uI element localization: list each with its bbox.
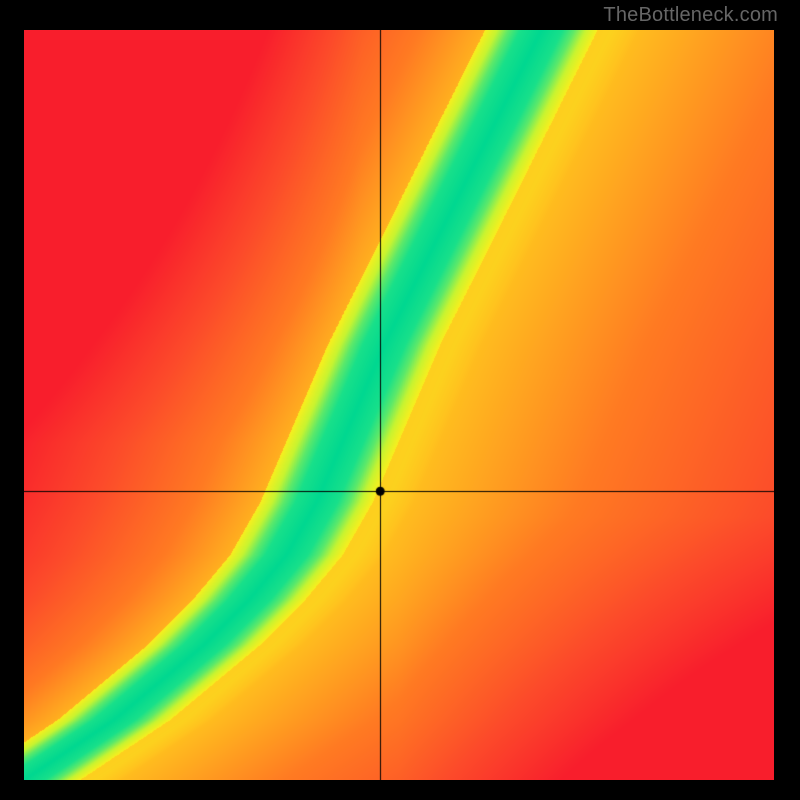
watermark-text: TheBottleneck.com [603, 4, 778, 27]
bottleneck-heatmap [24, 30, 774, 780]
chart-container: TheBottleneck.com [0, 0, 800, 800]
